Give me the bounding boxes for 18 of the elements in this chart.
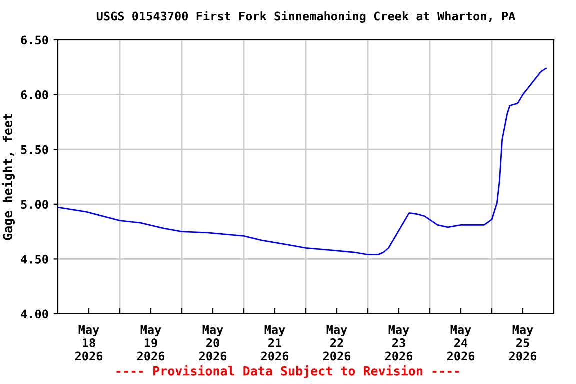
y-tick-label: 6.50 [21,36,48,45]
x-tick-label: May 24 2026 [447,325,475,361]
x-tick-label: May 19 2026 [137,325,165,361]
y-tick-label: 6.00 [21,90,48,100]
x-tick-label: May 22 2026 [323,325,351,361]
x-tick-label: May 25 2026 [509,325,537,361]
x-tick-label: May 21 2026 [261,325,289,361]
x-tick-label: May 23 2026 [385,325,413,361]
y-tick-label: 4.00 [21,310,48,319]
y-tick-label: 5.50 [21,145,48,154]
x-tick-label: May 18 2026 [75,325,103,361]
y-axis-title: Gage height, feet [2,114,15,240]
x-tick-label: May 20 2026 [199,325,227,361]
y-tick-label: 5.00 [21,200,48,210]
text: ---- Provisional Data Subject to Revision ---- [116,365,460,378]
line-series [58,68,547,256]
y-tick-label: 4.50 [21,254,48,264]
chart-title: USGS 01543700 First Fork Sinnemahoning Creek at Wharton, PA [96,10,516,23]
